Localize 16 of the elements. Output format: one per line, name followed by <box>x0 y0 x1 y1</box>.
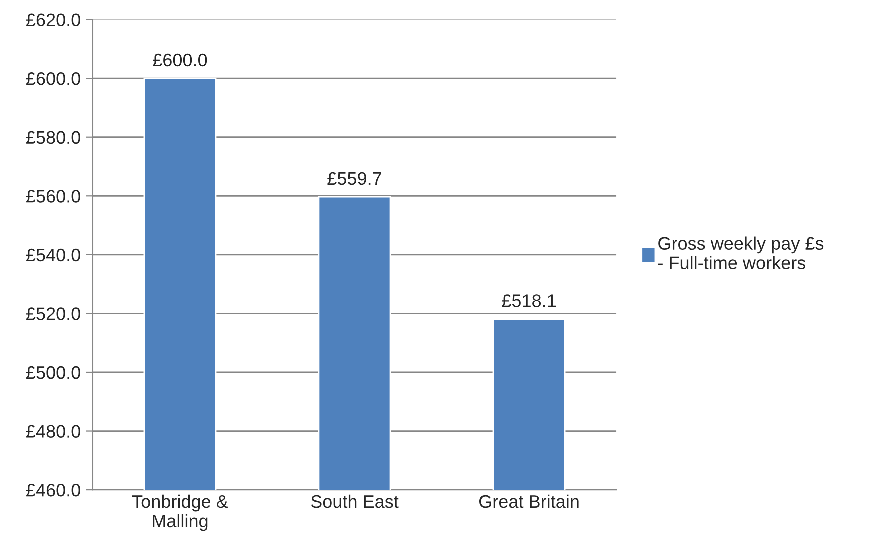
y-tick-label: £480.0 <box>26 425 80 438</box>
y-tick-label: £520.0 <box>26 308 80 320</box>
x-tick-label: Great Britain <box>480 494 579 508</box>
x-tick-label: Tonbridge & Malling <box>132 494 228 532</box>
y-tick-label: £500.0 <box>26 366 80 380</box>
data-label: £559.7 <box>328 172 382 186</box>
y-tick-label: £460.0 <box>26 484 80 497</box>
y-tick-label: £620.0 <box>26 14 80 27</box>
data-label: £600.0 <box>153 54 208 67</box>
y-tick-label: £540.0 <box>26 248 80 262</box>
legend-label: Gross weekly pay £s - Full-time workers <box>658 236 824 270</box>
y-tick-label: £600.0 <box>26 72 80 86</box>
data-label: £518.1 <box>502 294 556 308</box>
x-tick-label: South East <box>311 494 399 508</box>
y-tick-label: £560.0 <box>26 190 80 203</box>
y-tick-label: £580.0 <box>26 131 80 144</box>
